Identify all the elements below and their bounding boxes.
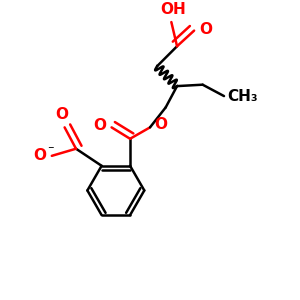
Text: O: O xyxy=(33,148,46,163)
Text: O: O xyxy=(154,117,167,132)
Text: OH: OH xyxy=(160,2,186,17)
Text: O: O xyxy=(94,118,106,134)
Text: CH₃: CH₃ xyxy=(227,88,257,104)
Text: O: O xyxy=(199,22,212,37)
Text: ⁻: ⁻ xyxy=(47,144,54,157)
Text: O: O xyxy=(55,107,68,122)
